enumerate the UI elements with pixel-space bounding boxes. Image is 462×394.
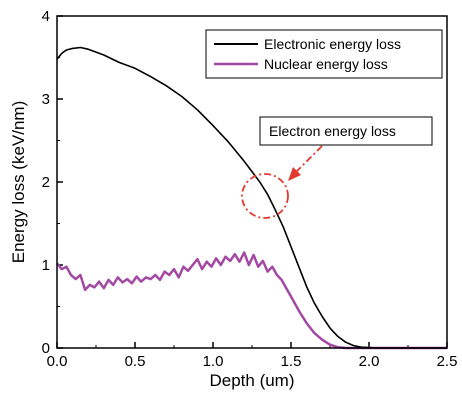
annotation-arrowhead <box>288 167 301 181</box>
series-line-electronic <box>56 46 447 349</box>
series-layer <box>56 46 447 350</box>
annotation: Electron energy loss <box>241 116 433 219</box>
y-tick-label-3: 3 <box>42 91 50 108</box>
annotation-label: Electron energy loss <box>269 123 396 139</box>
x-tick-label-1: 0.5 <box>125 353 146 370</box>
annotation-arrow <box>295 145 323 173</box>
x-tick-label-2: 1.0 <box>203 353 224 370</box>
x-axis-ticks: 0.0 0.5 1.0 1.5 2.0 2.5 <box>47 342 458 370</box>
plot-frame <box>56 15 448 349</box>
annotation-highlight-circle <box>241 173 289 219</box>
x-axis-title: Depth (um) <box>209 371 294 390</box>
y-tick-label-2: 2 <box>42 174 50 191</box>
y-tick-label-1: 1 <box>42 257 50 274</box>
legend-label-nuclear: Nuclear energy loss <box>264 56 388 72</box>
annotation-box <box>259 116 433 146</box>
x-tick-label-3: 1.5 <box>281 353 302 370</box>
y-tick-label-4: 4 <box>42 8 50 25</box>
legend: Electronic energy loss Nuclear energy lo… <box>205 29 443 79</box>
x-tick-label-5: 2.5 <box>437 353 458 370</box>
y-tick-label-0: 0 <box>42 340 50 357</box>
legend-box <box>205 29 443 79</box>
x-tick-label-4: 2.0 <box>359 353 380 370</box>
series-line-nuclear <box>56 251 447 350</box>
y-axis-ticks: 0 1 2 3 4 <box>42 8 63 357</box>
x-tick-label-0: 0.0 <box>47 353 68 370</box>
y-axis-title: Energy loss (keV/nm) <box>9 101 28 264</box>
legend-label-electronic: Electronic energy loss <box>264 36 401 52</box>
